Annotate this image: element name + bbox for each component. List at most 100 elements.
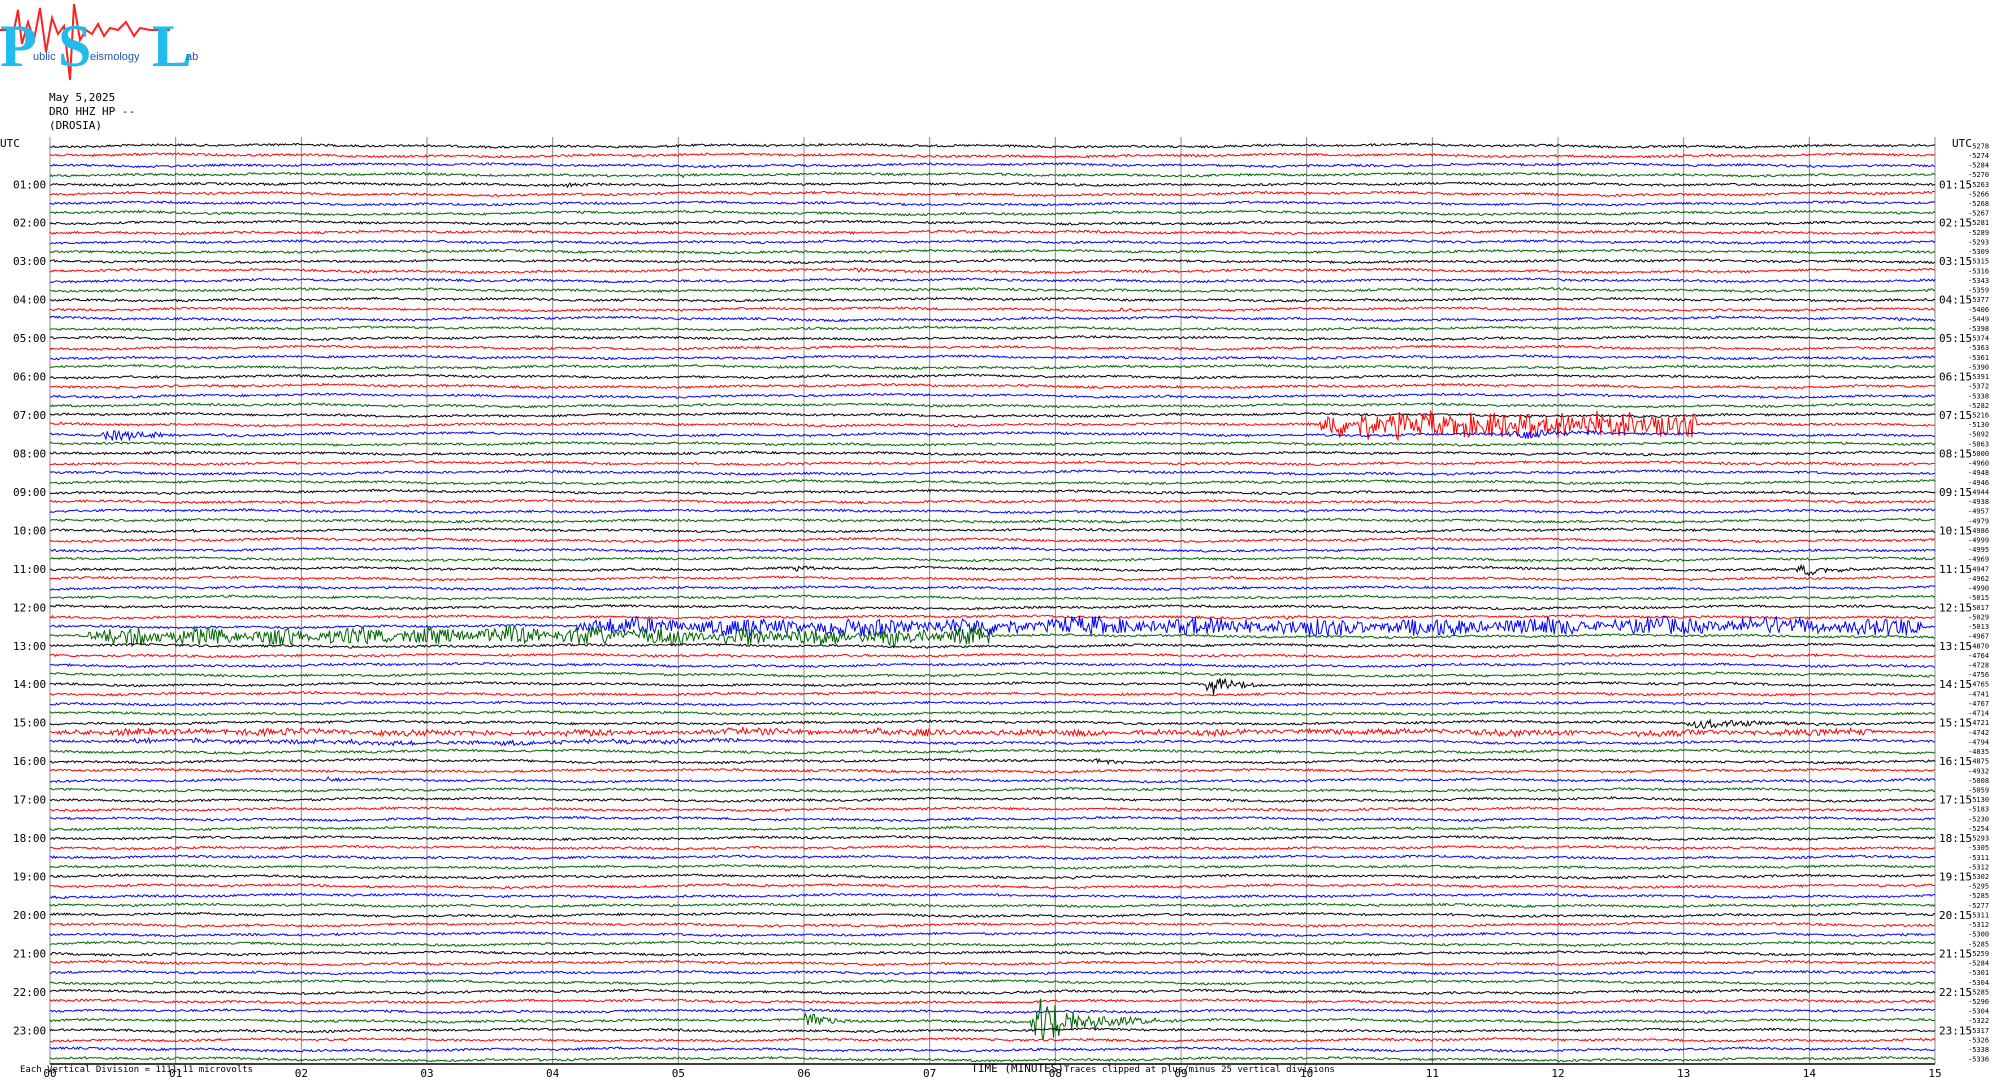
offset-label-6: -5268 bbox=[1968, 200, 1989, 208]
trace-row-35 bbox=[49, 479, 1936, 486]
x-tick-label-10: 10 bbox=[1300, 1067, 1313, 1080]
offset-label-30: -5092 bbox=[1968, 431, 1989, 439]
trace-row-79 bbox=[49, 902, 1936, 909]
trace-row-39 bbox=[49, 517, 1936, 524]
trace-row-1 bbox=[49, 152, 1936, 159]
offset-label-79: -5277 bbox=[1968, 902, 1989, 910]
trace-row-87 bbox=[49, 978, 1936, 986]
offset-label-64: -4875 bbox=[1968, 758, 1989, 766]
x-tick-label-1: 01 bbox=[169, 1067, 182, 1080]
trace-row-48 bbox=[49, 603, 1936, 611]
trace-row-46 bbox=[49, 585, 1936, 592]
offset-label-59: -4714 bbox=[1968, 710, 1989, 718]
hour-label-right-1: 01:15 bbox=[1939, 178, 1972, 191]
x-tick-label-12: 12 bbox=[1551, 1067, 1564, 1080]
trace-row-8 bbox=[49, 219, 1936, 226]
trace-row-14 bbox=[49, 277, 1936, 284]
offset-label-8: -5281 bbox=[1968, 219, 1989, 227]
trace-row-85 bbox=[49, 959, 1936, 967]
clip-note: Traces clipped at plus/minus 25 vertical… bbox=[1064, 1065, 1335, 1075]
offset-label-47: -5015 bbox=[1968, 594, 1989, 602]
trace-row-25 bbox=[49, 382, 1936, 390]
trace-row-72 bbox=[50, 835, 1936, 842]
hour-label-left-21: 21:00 bbox=[13, 947, 46, 960]
hour-label-left-19: 19:00 bbox=[13, 871, 46, 884]
trace-row-0 bbox=[49, 142, 1936, 149]
hour-label-right-21: 21:15 bbox=[1939, 947, 1972, 960]
trace-row-53 bbox=[49, 652, 1936, 659]
trace-row-19 bbox=[49, 325, 1936, 332]
hour-label-right-20: 20:15 bbox=[1939, 909, 1972, 922]
offset-label-20: -5374 bbox=[1968, 335, 1989, 343]
offset-label-70: -5230 bbox=[1968, 815, 1989, 823]
offset-label-75: -5312 bbox=[1968, 863, 1989, 871]
trace-row-43 bbox=[49, 556, 1936, 563]
offset-label-56: -4765 bbox=[1968, 681, 1989, 689]
trace-row-6 bbox=[49, 200, 1936, 207]
trace-row-59 bbox=[49, 709, 1936, 717]
trace-row-12 bbox=[49, 258, 1936, 265]
x-tick-label-0: 00 bbox=[43, 1067, 56, 1080]
offset-label-77: -5295 bbox=[1968, 883, 1989, 891]
offset-label-34: -4948 bbox=[1968, 469, 1989, 477]
hour-label-right-11: 11:15 bbox=[1939, 563, 1972, 576]
trace-row-5 bbox=[49, 190, 1936, 198]
trace-row-65 bbox=[49, 767, 1936, 774]
trace-row-26 bbox=[49, 392, 1936, 400]
trace-row-75 bbox=[49, 863, 1936, 870]
offset-label-66: -5008 bbox=[1968, 777, 1989, 785]
trace-row-47 bbox=[49, 594, 1936, 601]
scale-note: Each Vertical Division = 1111.11 microvo… bbox=[20, 1065, 253, 1075]
offset-label-4: -5263 bbox=[1968, 181, 1989, 189]
left-utc-label: UTC bbox=[0, 137, 20, 150]
trace-row-90 bbox=[49, 1007, 1936, 1015]
trace-row-50 bbox=[50, 615, 1936, 637]
offset-label-44: -4947 bbox=[1968, 565, 1989, 573]
offset-label-52: -4870 bbox=[1968, 642, 1989, 650]
hour-label-right-2: 02:15 bbox=[1939, 217, 1972, 230]
hour-label-left-6: 06:00 bbox=[13, 371, 46, 384]
trace-row-34 bbox=[49, 469, 1936, 476]
offset-label-1: -5274 bbox=[1968, 152, 1989, 160]
trace-row-23 bbox=[49, 363, 1936, 371]
trace-row-61 bbox=[49, 725, 1936, 739]
offset-label-83: -5285 bbox=[1968, 940, 1989, 948]
offset-label-9: -5289 bbox=[1968, 229, 1989, 237]
trace-row-24 bbox=[49, 373, 1936, 380]
logo-waveform bbox=[0, 3, 170, 81]
offset-label-61: -4742 bbox=[1968, 729, 1989, 737]
x-tick-label-7: 07 bbox=[923, 1067, 936, 1080]
trace-row-21 bbox=[49, 344, 1936, 351]
trace-row-57 bbox=[49, 690, 1936, 697]
offset-label-22: -5361 bbox=[1968, 354, 1989, 362]
hour-label-right-14: 14:15 bbox=[1939, 678, 1972, 691]
offset-label-28: -5216 bbox=[1968, 412, 1989, 420]
trace-row-81 bbox=[49, 921, 1936, 928]
offset-label-80: -5311 bbox=[1968, 911, 1989, 919]
trace-row-30 bbox=[49, 429, 1936, 442]
logo-letter-s: S bbox=[58, 13, 91, 79]
trace-row-93 bbox=[49, 1037, 1936, 1043]
hour-label-left-10: 10:00 bbox=[13, 524, 46, 537]
hour-label-left-16: 16:00 bbox=[13, 755, 46, 768]
hour-label-left-17: 17:00 bbox=[13, 794, 46, 807]
logo-word-ublic: ublic bbox=[33, 51, 56, 63]
offset-label-0: -5278 bbox=[1968, 142, 1989, 150]
offset-label-51: -4967 bbox=[1968, 633, 1989, 641]
offset-label-45: -4962 bbox=[1968, 575, 1989, 583]
trace-row-31 bbox=[49, 440, 1936, 447]
trace-row-40 bbox=[49, 527, 1936, 534]
seismic-traces bbox=[49, 142, 1936, 1063]
trace-row-62 bbox=[49, 736, 1936, 747]
hour-label-left-13: 13:00 bbox=[13, 640, 46, 653]
trace-row-13 bbox=[49, 267, 1936, 275]
offset-label-85: -5284 bbox=[1968, 960, 1989, 968]
trace-row-41 bbox=[49, 536, 1936, 544]
offset-label-62: -4794 bbox=[1968, 738, 1989, 746]
hour-label-right-6: 06:15 bbox=[1939, 371, 1972, 384]
offset-label-88: -5285 bbox=[1968, 988, 1989, 996]
offset-label-15: -5359 bbox=[1968, 287, 1989, 295]
hour-label-right-19: 19:15 bbox=[1939, 871, 1972, 884]
hour-label-left-2: 02:00 bbox=[13, 217, 46, 230]
trace-row-42 bbox=[49, 546, 1936, 553]
